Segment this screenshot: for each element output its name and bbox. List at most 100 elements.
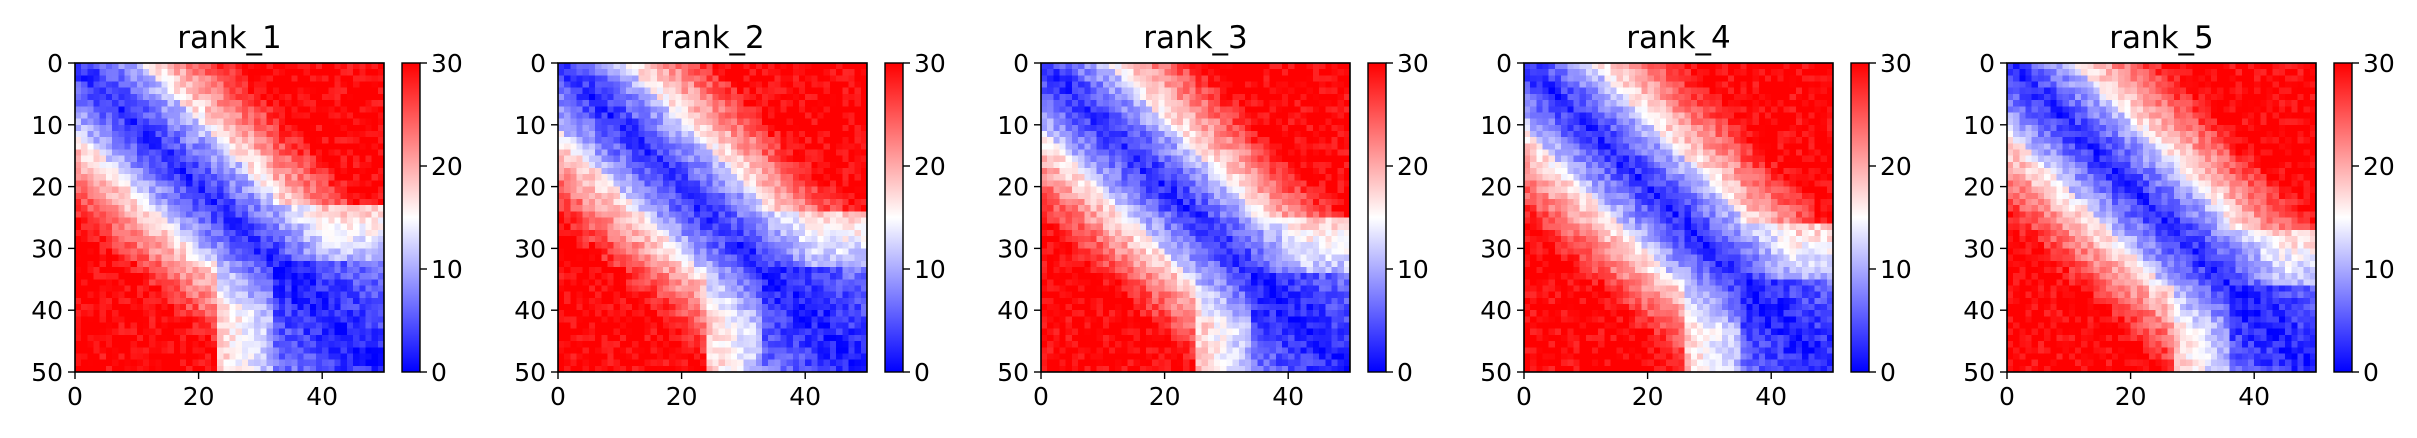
heatmap-cell bbox=[638, 143, 646, 151]
heatmap-cell bbox=[130, 124, 138, 132]
heatmap-cell bbox=[346, 359, 354, 367]
heatmap-cell bbox=[142, 87, 150, 95]
heatmap-cell bbox=[328, 322, 336, 330]
heatmap-cell bbox=[619, 130, 627, 138]
heatmap-cell bbox=[724, 155, 732, 163]
heatmap-cell bbox=[681, 93, 689, 101]
heatmap-cell bbox=[235, 112, 243, 120]
heatmap-cell bbox=[638, 254, 646, 262]
heatmap-cell bbox=[644, 124, 652, 132]
heatmap-cell bbox=[309, 192, 317, 200]
heatmap-cell bbox=[149, 285, 156, 293]
heatmap-cell bbox=[309, 297, 317, 305]
heatmap-cell bbox=[848, 81, 856, 89]
heatmap-cell bbox=[99, 285, 107, 293]
heatmap-cell bbox=[155, 69, 163, 76]
heatmap-cell bbox=[365, 93, 373, 101]
heatmap-cell bbox=[278, 279, 286, 287]
heatmap-cell bbox=[848, 106, 856, 114]
heatmap-cell bbox=[149, 236, 156, 243]
heatmap-cell bbox=[601, 205, 609, 212]
heatmap-cell bbox=[285, 186, 292, 194]
heatmap-cell bbox=[291, 186, 299, 194]
heatmap-cell bbox=[780, 310, 788, 317]
heatmap-cell bbox=[743, 353, 751, 361]
heatmap-cell bbox=[371, 359, 379, 367]
heatmap-cell bbox=[570, 316, 578, 324]
heatmap-cell bbox=[124, 266, 132, 274]
heatmap-cell bbox=[340, 143, 348, 151]
heatmap-cell bbox=[204, 198, 212, 206]
heatmap-cell bbox=[619, 75, 627, 83]
heatmap-cell bbox=[656, 304, 664, 311]
heatmap-cell bbox=[173, 87, 181, 95]
heatmap-cell bbox=[340, 174, 348, 182]
heatmap-cell bbox=[570, 279, 578, 287]
heatmap-cell bbox=[75, 137, 82, 144]
heatmap-cell bbox=[761, 273, 769, 280]
heatmap-cell bbox=[260, 316, 268, 324]
heatmap-cell bbox=[359, 168, 367, 175]
heatmap-cell bbox=[582, 81, 590, 89]
heatmap-cell bbox=[346, 347, 354, 355]
heatmap-cell bbox=[755, 192, 763, 200]
heatmap-cell bbox=[792, 205, 800, 212]
heatmap-cell bbox=[248, 180, 255, 188]
heatmap-cell bbox=[638, 130, 646, 138]
heatmap-cell bbox=[93, 304, 101, 311]
heatmap-cell bbox=[842, 112, 850, 120]
heatmap-cell bbox=[130, 137, 138, 144]
heatmap-cell bbox=[105, 353, 113, 361]
heatmap-cell bbox=[334, 124, 342, 132]
heatmap-cell bbox=[712, 297, 720, 305]
heatmap-cell bbox=[656, 161, 664, 169]
heatmap-cell bbox=[817, 168, 825, 175]
heatmap-cell bbox=[595, 229, 602, 237]
heatmap-cell bbox=[743, 211, 751, 219]
heatmap-cell bbox=[118, 186, 126, 194]
heatmap-cell bbox=[706, 198, 714, 206]
heatmap-cell bbox=[334, 168, 342, 175]
heatmap-cell bbox=[254, 106, 261, 114]
heatmap-cell bbox=[334, 236, 342, 243]
heatmap-cell bbox=[675, 316, 683, 324]
heatmap-cell bbox=[687, 174, 695, 182]
heatmap-cell bbox=[217, 248, 224, 256]
heatmap-cell bbox=[811, 236, 819, 243]
heatmap-cell bbox=[346, 211, 354, 219]
heatmap-cell bbox=[260, 143, 268, 151]
heatmap-cell bbox=[811, 149, 819, 157]
heatmap-cell bbox=[93, 192, 101, 200]
heatmap-cell bbox=[192, 279, 200, 287]
heatmap-cell bbox=[303, 143, 311, 151]
heatmap-cell bbox=[155, 143, 163, 151]
heatmap-cell bbox=[663, 279, 670, 287]
heatmap-cell bbox=[792, 322, 800, 330]
heatmap-cell bbox=[582, 186, 590, 194]
heatmap-cell bbox=[217, 112, 224, 120]
heatmap-cell bbox=[774, 205, 782, 212]
heatmap-cell bbox=[136, 328, 144, 336]
heatmap-cell bbox=[799, 304, 806, 311]
heatmap-cell bbox=[650, 75, 658, 83]
heatmap-cell bbox=[823, 161, 831, 169]
heatmap-cell bbox=[161, 322, 169, 330]
heatmap-cell bbox=[656, 100, 664, 107]
heatmap-cell bbox=[353, 205, 360, 212]
heatmap-cell bbox=[595, 365, 602, 373]
heatmap-cell bbox=[656, 310, 664, 317]
heatmap-cell bbox=[93, 149, 101, 157]
heatmap-cell bbox=[241, 273, 249, 280]
heatmap-cell bbox=[761, 198, 769, 206]
heatmap-cell bbox=[99, 365, 107, 373]
heatmap-cell bbox=[359, 304, 367, 311]
heatmap-cell bbox=[81, 229, 88, 237]
heatmap-cell bbox=[805, 229, 812, 237]
heatmap-cell bbox=[377, 310, 385, 317]
heatmap-cell bbox=[365, 63, 373, 70]
heatmap-cell bbox=[217, 236, 224, 243]
heatmap-cell bbox=[278, 217, 286, 225]
heatmap-cell bbox=[564, 260, 571, 268]
heatmap-cell bbox=[613, 260, 621, 268]
heatmap-cell bbox=[638, 273, 646, 280]
